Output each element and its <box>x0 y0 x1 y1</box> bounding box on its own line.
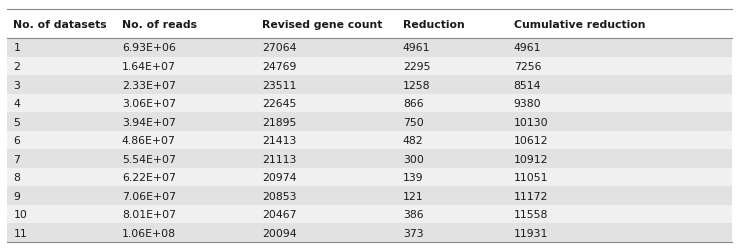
Text: Revised gene count: Revised gene count <box>262 20 383 29</box>
Text: 300: 300 <box>403 154 423 164</box>
Text: 20974: 20974 <box>262 172 297 182</box>
Text: 11172: 11172 <box>514 191 548 201</box>
Text: No. of datasets: No. of datasets <box>13 20 107 29</box>
Text: 23511: 23511 <box>262 80 297 90</box>
Bar <box>7 94 732 113</box>
Text: 5.54E+07: 5.54E+07 <box>122 154 176 164</box>
Text: 3: 3 <box>13 80 20 90</box>
Text: 21413: 21413 <box>262 136 297 145</box>
Text: 1.06E+08: 1.06E+08 <box>122 228 176 238</box>
Text: 1.64E+07: 1.64E+07 <box>122 62 176 72</box>
Text: 24769: 24769 <box>262 62 297 72</box>
Text: 139: 139 <box>403 172 423 182</box>
Text: 866: 866 <box>403 99 423 109</box>
Text: 1: 1 <box>13 43 20 53</box>
Bar <box>7 57 732 76</box>
Bar <box>7 39 732 57</box>
Text: 11051: 11051 <box>514 172 548 182</box>
Bar <box>7 76 732 94</box>
Bar <box>7 186 732 205</box>
Text: 20094: 20094 <box>262 228 297 238</box>
Text: 750: 750 <box>403 117 423 127</box>
Text: 11931: 11931 <box>514 228 548 238</box>
Bar <box>7 131 732 150</box>
Text: 4: 4 <box>13 99 20 109</box>
Text: 21113: 21113 <box>262 154 297 164</box>
Bar <box>7 205 732 224</box>
Text: 9380: 9380 <box>514 99 541 109</box>
Text: 20467: 20467 <box>262 209 297 219</box>
Text: 8: 8 <box>13 172 20 182</box>
Text: 22645: 22645 <box>262 99 297 109</box>
Bar <box>7 113 732 131</box>
Text: 7.06E+07: 7.06E+07 <box>122 191 176 201</box>
Text: 10912: 10912 <box>514 154 548 164</box>
Text: 1258: 1258 <box>403 80 430 90</box>
Text: 3.94E+07: 3.94E+07 <box>122 117 176 127</box>
Text: 10612: 10612 <box>514 136 548 145</box>
Text: Reduction: Reduction <box>403 20 465 29</box>
Text: 3.06E+07: 3.06E+07 <box>122 99 176 109</box>
Text: 4961: 4961 <box>514 43 541 53</box>
Text: 2: 2 <box>13 62 20 72</box>
Text: 11558: 11558 <box>514 209 548 219</box>
Text: 27064: 27064 <box>262 43 297 53</box>
Bar <box>7 224 732 242</box>
Text: Cumulative reduction: Cumulative reduction <box>514 20 645 29</box>
Text: 6.93E+06: 6.93E+06 <box>122 43 176 53</box>
Text: 10: 10 <box>13 209 27 219</box>
Text: 7256: 7256 <box>514 62 541 72</box>
Text: 4961: 4961 <box>403 43 430 53</box>
Text: 9: 9 <box>13 191 20 201</box>
Text: 8.01E+07: 8.01E+07 <box>122 209 176 219</box>
Bar <box>7 150 732 168</box>
Text: 373: 373 <box>403 228 423 238</box>
Text: 2.33E+07: 2.33E+07 <box>122 80 176 90</box>
Bar <box>7 168 732 186</box>
Text: 11: 11 <box>13 228 27 238</box>
Text: 21895: 21895 <box>262 117 297 127</box>
Text: No. of reads: No. of reads <box>122 20 197 29</box>
Text: 8514: 8514 <box>514 80 541 90</box>
Text: 5: 5 <box>13 117 20 127</box>
Text: 2295: 2295 <box>403 62 430 72</box>
Text: 4.86E+07: 4.86E+07 <box>122 136 176 145</box>
Text: 121: 121 <box>403 191 423 201</box>
Text: 7: 7 <box>13 154 20 164</box>
Text: 6.22E+07: 6.22E+07 <box>122 172 176 182</box>
Text: 20853: 20853 <box>262 191 297 201</box>
Text: 386: 386 <box>403 209 423 219</box>
Text: 10130: 10130 <box>514 117 548 127</box>
Text: 482: 482 <box>403 136 423 145</box>
Text: 6: 6 <box>13 136 20 145</box>
